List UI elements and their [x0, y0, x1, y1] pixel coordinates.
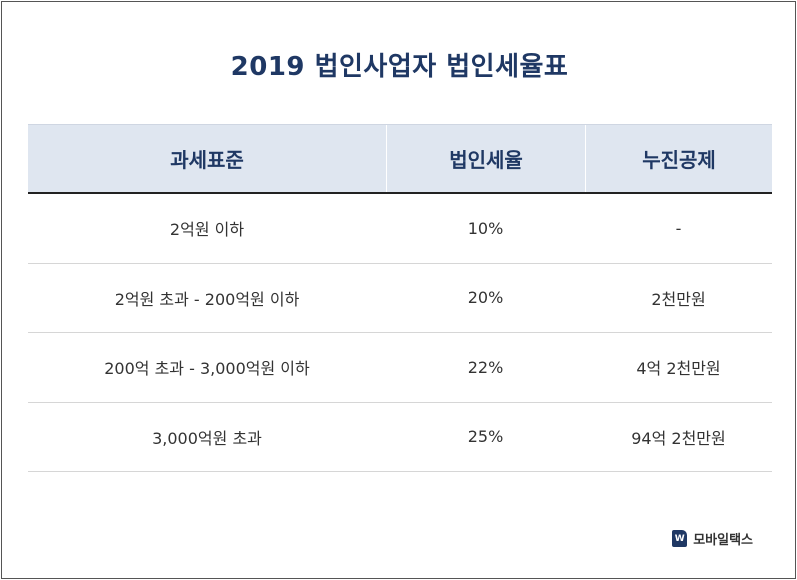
cell-tax-base: 200억 초과 - 3,000억원 이하 [104, 359, 310, 379]
brand-name: 모바일택스 [693, 533, 753, 548]
cell-tax-rate: 22% [467, 357, 504, 377]
cell-deduction: - [675, 218, 682, 238]
page-title: 2019 법인사업자 법인세율표 [230, 52, 569, 82]
table-row: 2억원 초과 - 200억원 이하 20% 2천만원 [28, 264, 772, 333]
column-header-tax-rate: 법인세율 [386, 125, 585, 192]
column-header-tax-base: 과세표준 [170, 148, 244, 172]
table-row: 3,000억원 초과 25% 94억 2천만원 [28, 403, 772, 472]
cell-deduction: 94억 2천만원 [631, 428, 726, 448]
table-row: 2억원 이하 10% - [28, 194, 772, 264]
table-row: 200억 초과 - 3,000억원 이하 22% 4억 2천만원 [28, 333, 772, 403]
cell-deduction: 4억 2천만원 [636, 359, 721, 379]
brand-mark: W 모바일택스 [672, 529, 753, 548]
cell-tax-base: 2억원 초과 - 200억원 이하 [114, 289, 300, 309]
cell-tax-rate: 10% [467, 218, 504, 238]
w-logo-icon: W [672, 530, 688, 547]
cell-tax-base: 2억원 이하 [169, 220, 245, 240]
cell-tax-base: 3,000억원 초과 [152, 428, 262, 448]
tax-rate-table: 과세표준 법인세율 누진공제 2억원 이하 10% - 2억원 초과 - 200… [28, 124, 772, 472]
cell-tax-rate: 20% [467, 288, 504, 308]
column-header-progressive-deduction: 누진공제 [585, 125, 772, 192]
table-header: 과세표준 법인세율 누진공제 [28, 124, 772, 194]
cell-tax-rate: 25% [467, 427, 504, 447]
cell-deduction: 2천만원 [651, 289, 706, 309]
